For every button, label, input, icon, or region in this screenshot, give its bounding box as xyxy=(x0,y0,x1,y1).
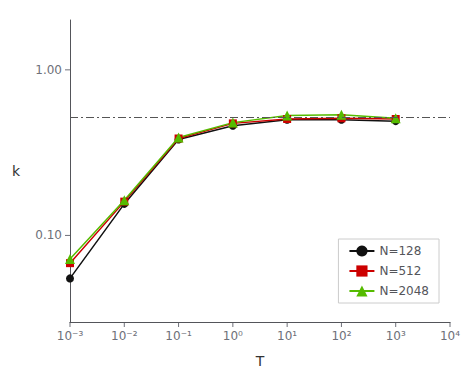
svg-text:0.10: 0.10 xyxy=(35,228,62,242)
svg-text:10¹: 10¹ xyxy=(277,329,297,343)
svg-text:T: T xyxy=(255,353,265,369)
svg-text:10³: 10³ xyxy=(386,329,406,343)
svg-text:k: k xyxy=(12,163,21,179)
svg-text:10⁻³: 10⁻³ xyxy=(57,329,84,343)
svg-text:10⁴: 10⁴ xyxy=(440,329,460,343)
svg-text:1.00: 1.00 xyxy=(35,63,62,77)
svg-text:N=512: N=512 xyxy=(379,264,421,278)
svg-text:10²: 10² xyxy=(331,329,351,343)
svg-text:10⁰: 10⁰ xyxy=(223,329,243,343)
svg-text:N=2048: N=2048 xyxy=(379,284,429,298)
svg-text:10⁻²: 10⁻² xyxy=(111,329,138,343)
svg-text:N=128: N=128 xyxy=(379,244,421,258)
svg-text:10⁻¹: 10⁻¹ xyxy=(165,329,192,343)
